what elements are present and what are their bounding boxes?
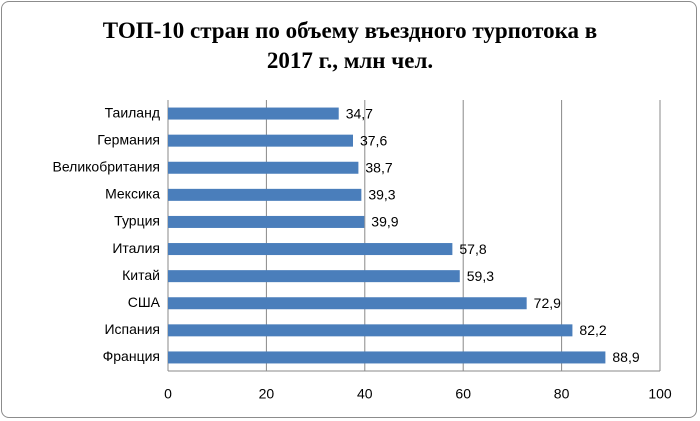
bar: [168, 134, 353, 147]
data-label: 38,7: [365, 159, 392, 175]
data-label: 88,9: [612, 349, 639, 365]
bar: [168, 188, 362, 201]
y-tick-label: Испания: [104, 321, 160, 337]
bar: [168, 161, 359, 174]
data-label: 39,3: [368, 187, 395, 203]
y-tick-label: Франция: [103, 348, 160, 364]
bar: [168, 107, 339, 120]
data-label: 39,9: [371, 214, 398, 230]
data-label: 82,2: [579, 322, 606, 338]
bar: [168, 297, 527, 310]
bar: [168, 215, 365, 228]
data-label: 59,3: [467, 268, 494, 284]
bar: [168, 243, 453, 256]
data-label: 37,6: [360, 132, 387, 148]
x-tick-label: 100: [648, 386, 672, 402]
x-tick-label: 40: [357, 386, 373, 402]
bar: [168, 351, 606, 364]
y-tick-label: Италия: [112, 240, 160, 256]
x-tick-label: 60: [455, 386, 471, 402]
data-label: 72,9: [534, 295, 561, 311]
x-tick-label: 20: [259, 386, 275, 402]
x-tick-label: 0: [164, 386, 172, 402]
chart-title: ТОП-10 стран по объему въездного турпото…: [102, 18, 598, 73]
x-tick-label: 80: [554, 386, 570, 402]
data-label: 57,8: [459, 241, 486, 257]
y-tick-label: Китай: [122, 267, 160, 283]
y-tick-label: Великобритания: [52, 158, 160, 174]
bar: [168, 270, 460, 283]
bar: [168, 324, 573, 337]
y-tick-label: Турция: [114, 213, 160, 229]
data-label: 34,7: [346, 105, 373, 121]
y-tick-label: Германия: [97, 131, 160, 147]
y-tick-label: Таиланд: [105, 104, 160, 120]
y-tick-label: США: [128, 294, 161, 310]
y-tick-label: Мексика: [105, 186, 160, 202]
